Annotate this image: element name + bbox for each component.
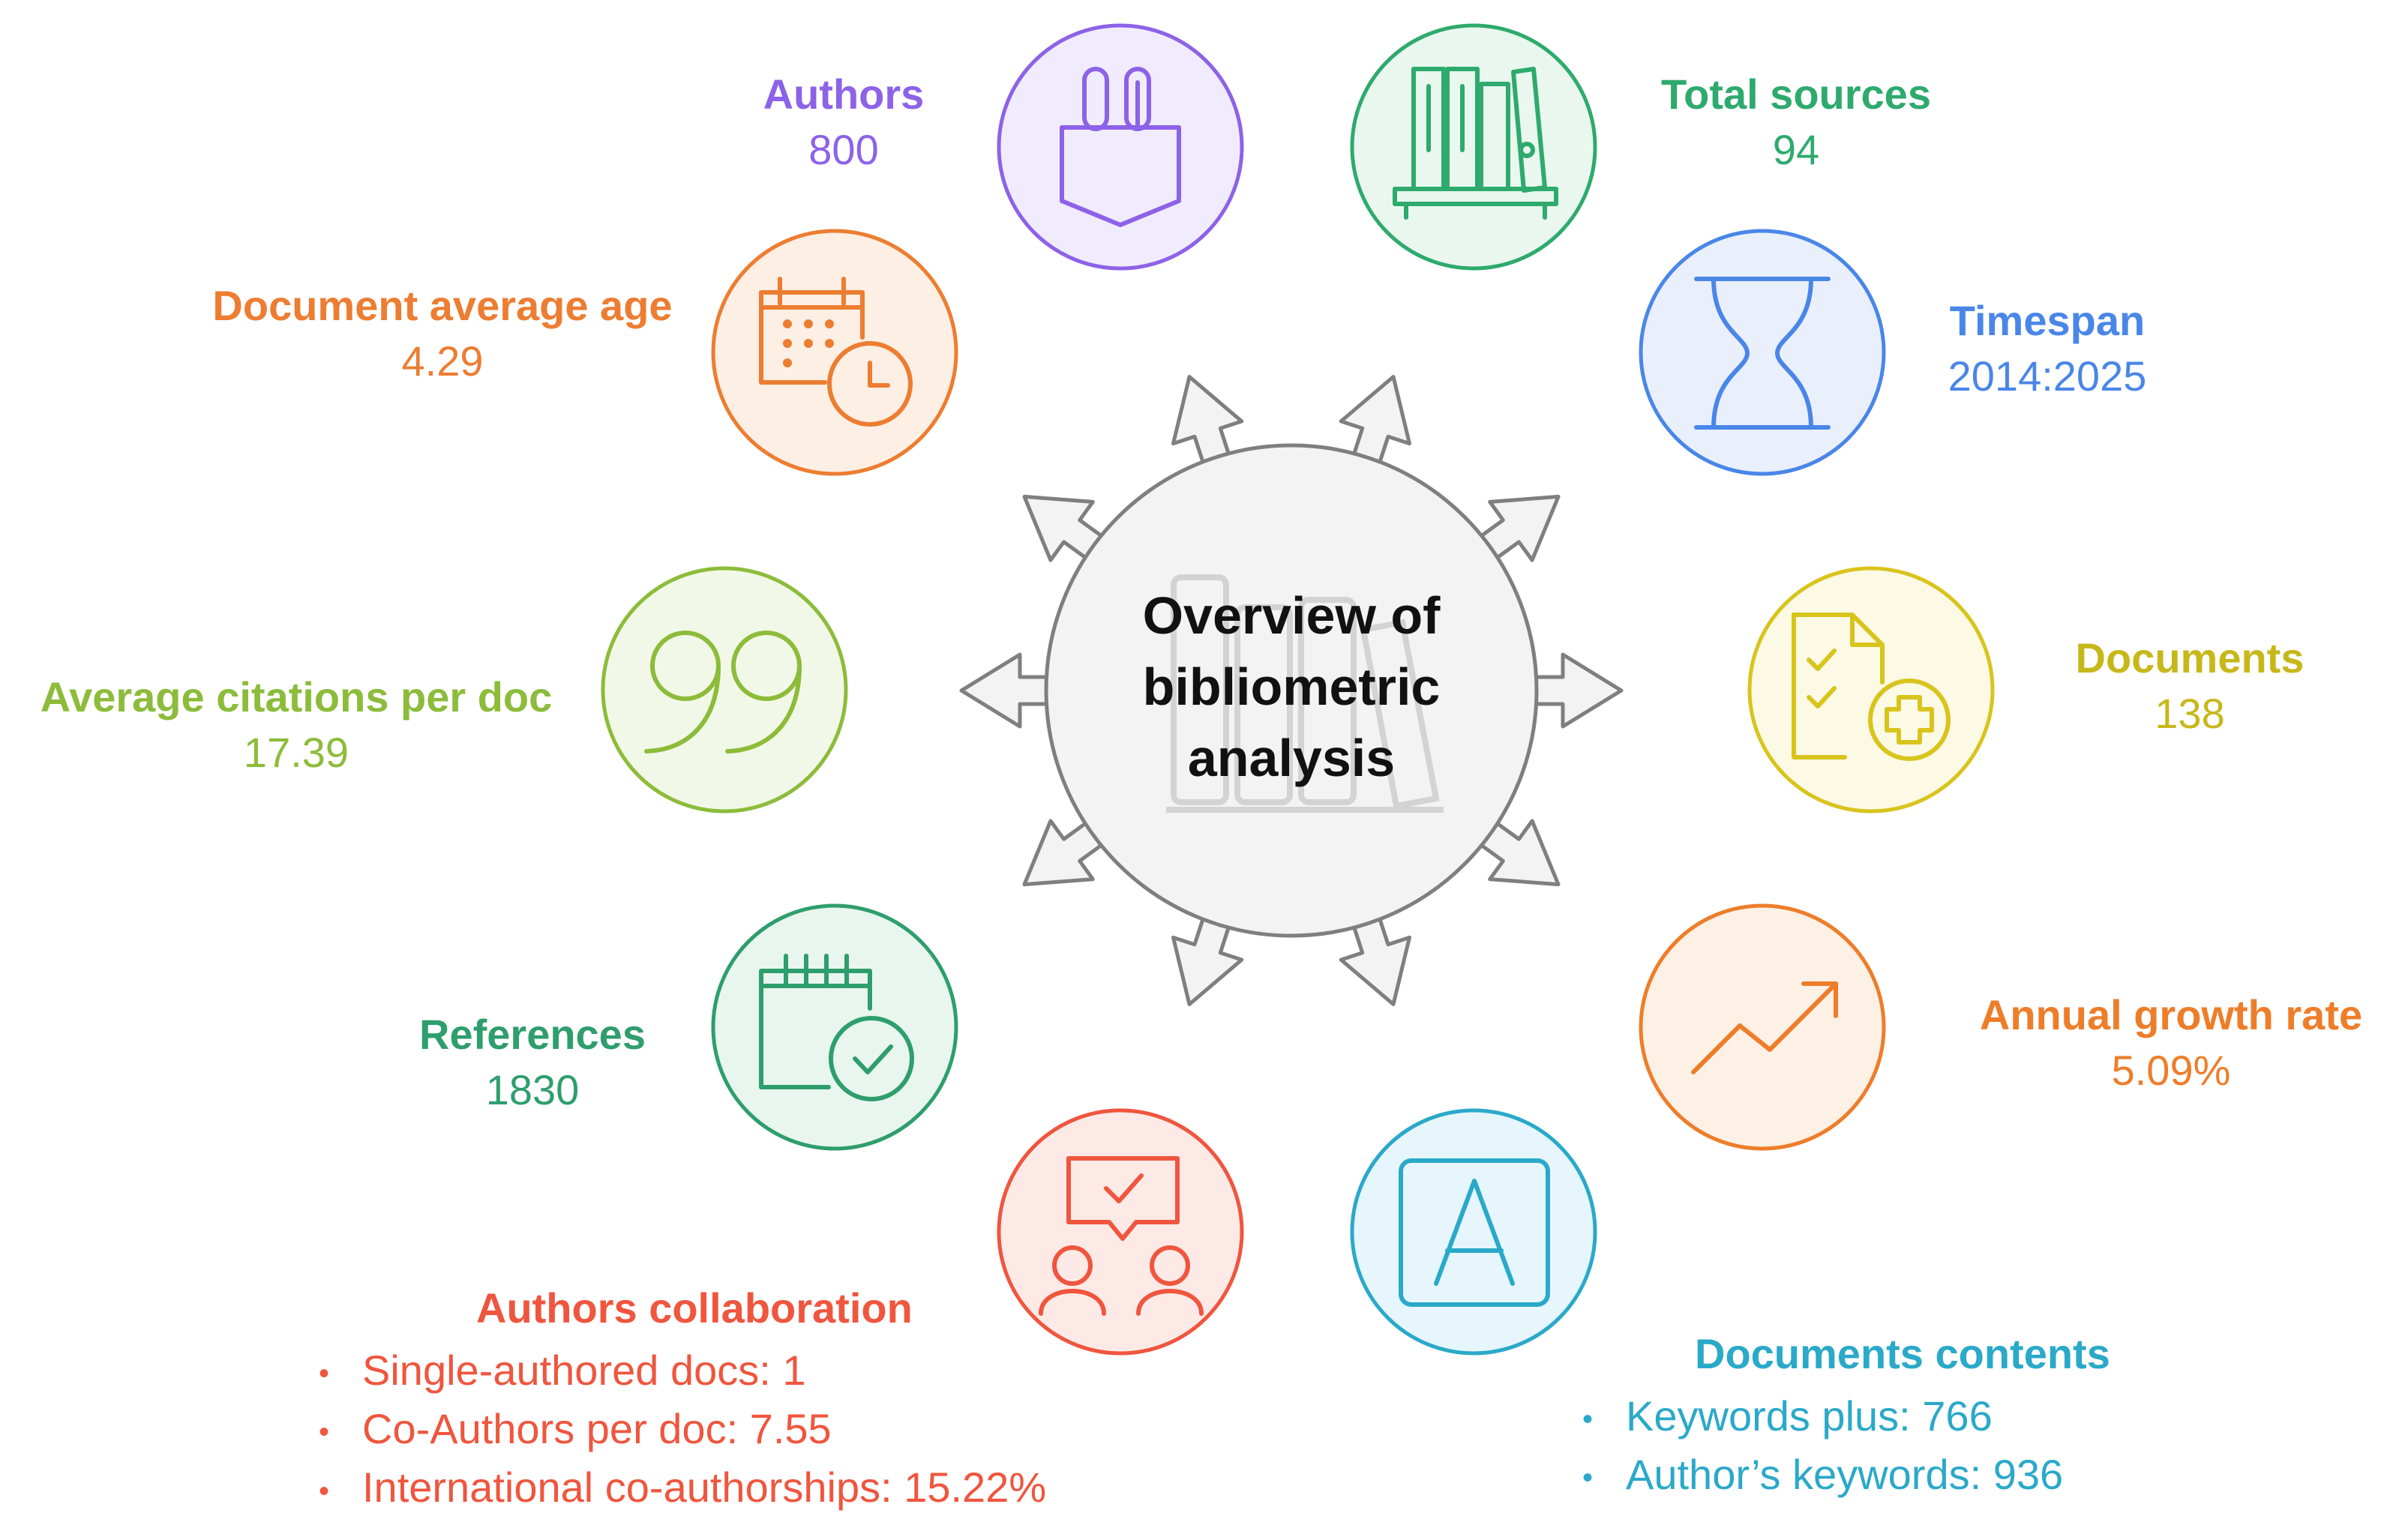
node-references [711,903,958,1151]
label-timespan: Timespan 2014:2025 [1905,300,2190,397]
node-document-age [711,229,958,476]
label-documents: Documents 138 [2040,637,2340,735]
timespan-title: Timespan [1949,297,2146,344]
node-documents [1747,566,1995,813]
total-sources-title: Total sources [1661,70,1931,118]
label-references: References 1830 [367,1014,697,1111]
list-item: • International co-authorships: 15.22% [319,1460,1046,1518]
center-title-line2: bibliometric [1143,658,1441,716]
bullet: • [1582,1461,1594,1495]
bullet: • [319,1416,330,1449]
references-value: 1830 [485,1066,580,1113]
letter-a-icon [1399,1158,1550,1307]
pen-holder-icon [1060,67,1181,227]
node-documents-contents [1350,1108,1597,1356]
calendar-check-icon [759,954,914,1101]
meeting-icon [1039,1156,1204,1316]
label-document-age: Document average age 4.29 [180,285,705,382]
label-authors: Authors 800 [697,73,990,171]
average-citations-value: 17.39 [243,729,349,776]
document-age-title: Document average age [212,282,673,329]
center-hub: Overview of bibliometric analysis [1044,443,1539,938]
checklist-add-icon [1792,613,1951,761]
average-citations-title: Average citations per doc [40,673,553,721]
label-total-sources: Total sources 94 [1620,73,1972,171]
trend-up-icon [1691,981,1838,1074]
center-title-line1: Overview of [1143,586,1441,645]
documents-title: Documents [2075,634,2305,682]
list-item: • Single-authored docs: 1 [319,1343,1046,1401]
document-age-value: 4.29 [401,337,484,385]
label-authors-collaboration: Authors collaboration • Single-authored d… [319,1284,1046,1519]
list-item: • Author’s keywords: 936 [1582,1447,2110,1506]
bookshelf-icon [1393,67,1558,220]
bullet: • [319,1474,330,1508]
center-title-line3: analysis [1188,729,1395,787]
node-authors-collaboration [997,1108,1244,1356]
center-watermark-icon [1166,574,1444,813]
documents-contents-title: Documents contents [1695,1330,2110,1377]
node-annual-growth [1639,903,1886,1151]
annual-growth-title: Annual growth rate [1979,991,2363,1038]
calendar-clock-icon [759,277,913,427]
label-average-citations: Average citations per doc 17.39 [7,676,585,774]
bullet: • [1582,1403,1594,1437]
documents-value: 138 [2155,690,2225,737]
references-title: References [419,1011,646,1058]
total-sources-value: 94 [1772,126,1820,173]
label-documents-contents: Documents contents • Keywords plus: 766 •… [1582,1329,2110,1506]
quote-icon [644,631,802,754]
node-timespan [1639,229,1886,476]
node-average-citations [601,566,848,813]
node-total-sources [1350,23,1597,271]
node-authors [997,23,1244,271]
bullet: • [319,1357,330,1391]
list-item: • Co-Authors per doc: 7.55 [319,1401,1046,1460]
authors-title: Authors [763,70,925,118]
annual-growth-value: 5.09% [2111,1047,2231,1094]
list-item: • Keywords plus: 766 [1582,1389,2110,1447]
authors-collaboration-title: Authors collaboration [476,1284,913,1332]
label-annual-growth: Annual growth rate 5.09% [1950,994,2392,1092]
authors-value: 800 [808,126,879,173]
hourglass-icon [1694,277,1831,430]
timespan-value: 2014:2025 [1948,352,2147,400]
